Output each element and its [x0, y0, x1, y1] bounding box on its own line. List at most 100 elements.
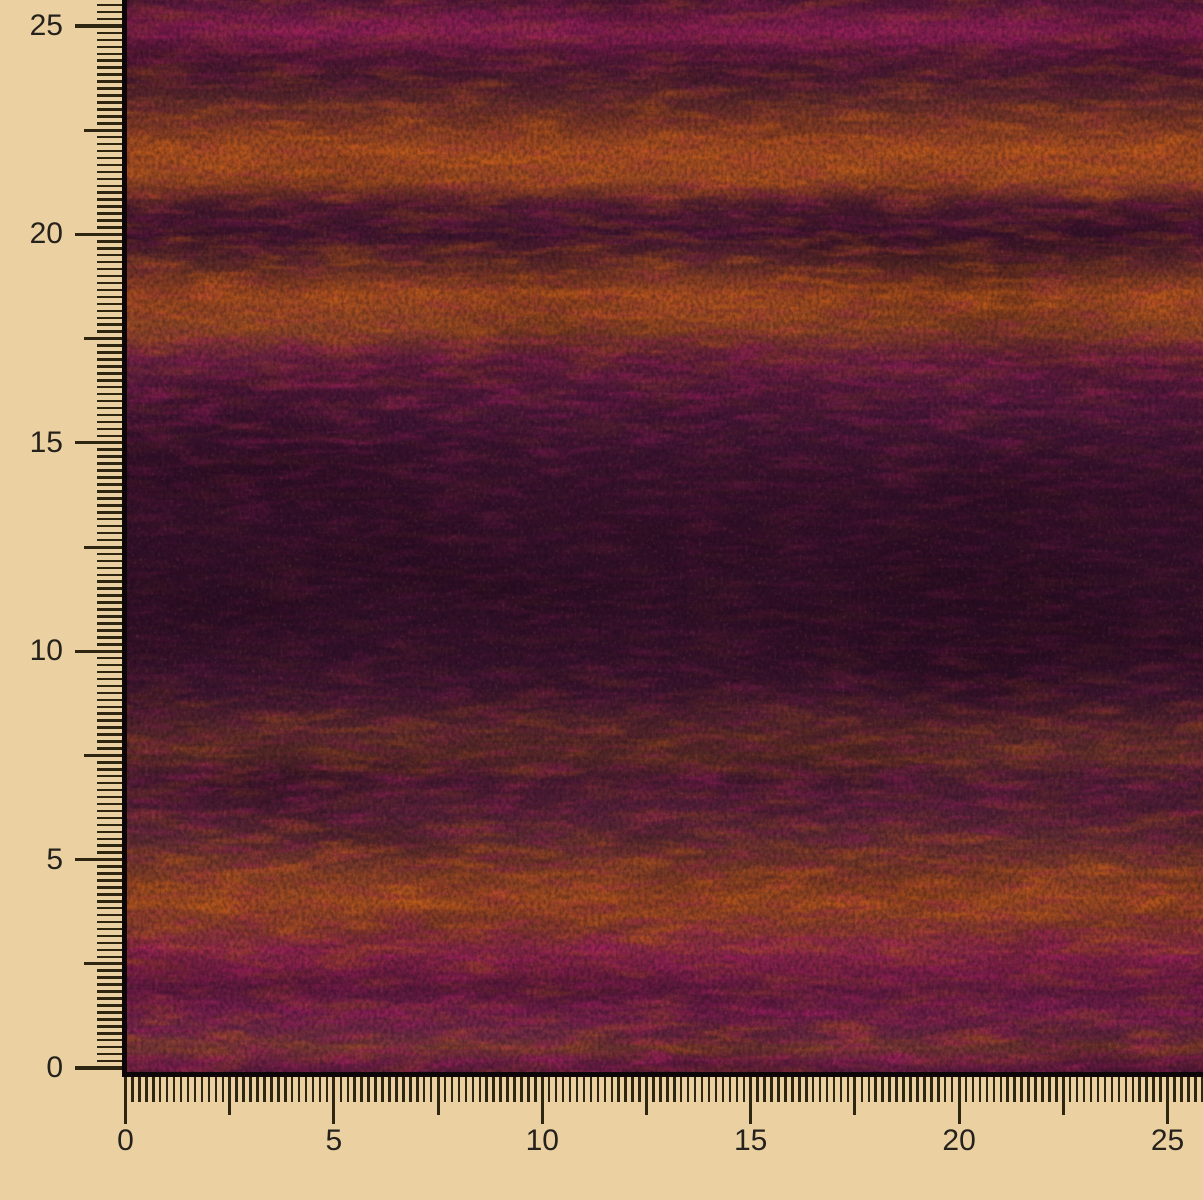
ruler-tick [568, 1077, 572, 1102]
ruler-tick [450, 1077, 454, 1102]
vertical-ruler-label: 0 [46, 1051, 63, 1084]
ruler-tick [895, 1077, 898, 1102]
ruler-tick [96, 608, 122, 611]
ruler-tick [96, 788, 122, 792]
ruler-tick [152, 1077, 155, 1102]
ruler-tick [374, 1077, 377, 1102]
ruler-tick [96, 288, 122, 292]
ruler-tick [645, 1077, 648, 1115]
ruler-tick [96, 566, 122, 570]
ruler-tick [631, 1077, 634, 1102]
ruler-tick [96, 552, 122, 556]
ruler-tick [96, 52, 122, 56]
ruler-tick [83, 128, 122, 132]
horizontal-ruler-label: 0 [117, 1124, 134, 1157]
ruler-tick [1034, 1077, 1037, 1102]
ruler-tick [96, 830, 122, 834]
ruler-tick [96, 913, 122, 917]
ruler-tick [172, 1077, 176, 1102]
ruler-tick [96, 149, 122, 153]
vertical-ruler-label: 15 [29, 425, 63, 459]
ruler-tick [1020, 1077, 1023, 1102]
ruler-tick [860, 1077, 864, 1102]
ruler-tick [957, 1077, 961, 1124]
ruler-tick [728, 1077, 732, 1102]
ruler-tick [74, 232, 122, 236]
ruler-tick [297, 1077, 301, 1102]
ruler-tick [96, 413, 122, 417]
ruler-tick [96, 66, 122, 69]
ruler-tick [74, 441, 122, 445]
ruler-tick [221, 1077, 224, 1102]
ruler-tick [304, 1077, 308, 1102]
ruler-tick [96, 330, 122, 333]
ruler-tick [96, 267, 122, 271]
ruler-tick [1159, 1077, 1162, 1102]
ruler-tick [193, 1077, 197, 1102]
ruler-tick [96, 747, 122, 750]
ruler-tick [96, 219, 122, 222]
ruler-tick [964, 1077, 968, 1102]
ruler-tick [96, 906, 122, 910]
ruler-tick [1027, 1077, 1030, 1102]
ruler-tick [1068, 1077, 1072, 1102]
ruler-tick [96, 253, 122, 257]
ruler-tick [325, 1077, 329, 1102]
ruler-tick [96, 726, 122, 729]
ruler-tick [96, 392, 122, 396]
vertical-ruler-label: 25 [29, 9, 63, 42]
ruler-tick [1089, 1077, 1093, 1102]
ruler-tick [1006, 1077, 1009, 1102]
ruler-tick [96, 559, 122, 563]
ruler-tick [96, 281, 122, 285]
ruler-tick [214, 1077, 218, 1102]
ruler-tick [284, 1077, 287, 1102]
ruler-tick [666, 1077, 669, 1102]
ruler-tick [145, 1077, 148, 1102]
fabric-edge-left [121, 0, 127, 1077]
ruler-tick [96, 87, 122, 90]
ruler-tick [686, 1077, 690, 1102]
ruler-tick [83, 753, 122, 757]
ruler-tick [839, 1077, 843, 1102]
ruler-tick [277, 1077, 280, 1102]
ruler-tick [492, 1077, 495, 1102]
ruler-tick [96, 177, 122, 181]
ruler-tick [96, 45, 122, 49]
ruler-tick [96, 1052, 122, 1056]
ruler-tick [96, 399, 122, 403]
ruler-tick [1041, 1077, 1044, 1102]
ruler-tick [930, 1077, 933, 1102]
horizontal-ruler-label: 20 [942, 1124, 976, 1157]
ruler-tick [96, 135, 122, 139]
ruler-tick [332, 1077, 336, 1124]
ruler-tick [96, 990, 122, 993]
ruler-tick [1061, 1077, 1065, 1115]
ruler-tick [96, 865, 122, 868]
ruler-tick [527, 1077, 530, 1102]
ruler-tick [416, 1077, 419, 1102]
ruler-tick [96, 684, 122, 688]
ruler-tick [464, 1077, 468, 1102]
ruler-tick [499, 1077, 502, 1102]
ruler-tick [96, 226, 122, 229]
ruler-tick [96, 205, 122, 208]
ruler-tick [228, 1077, 232, 1115]
ruler-tick [1117, 1077, 1121, 1102]
ruler-tick [1131, 1077, 1135, 1102]
ruler-tick [96, 80, 122, 83]
ruler-tick [96, 351, 122, 354]
ruler-tick [96, 490, 122, 493]
ruler-tick [1173, 1077, 1176, 1102]
ruler-tick [96, 587, 122, 590]
ruler-tick [179, 1077, 183, 1102]
ruler-tick [123, 1077, 128, 1124]
ruler-tick [777, 1077, 780, 1102]
ruler-tick [96, 573, 122, 577]
ruler-tick [923, 1077, 926, 1102]
ruler-tick [96, 316, 122, 319]
ruler-tick [96, 38, 122, 42]
ruler-tick [429, 1077, 433, 1102]
ruler-tick [83, 545, 122, 549]
ruler-tick [353, 1077, 356, 1102]
